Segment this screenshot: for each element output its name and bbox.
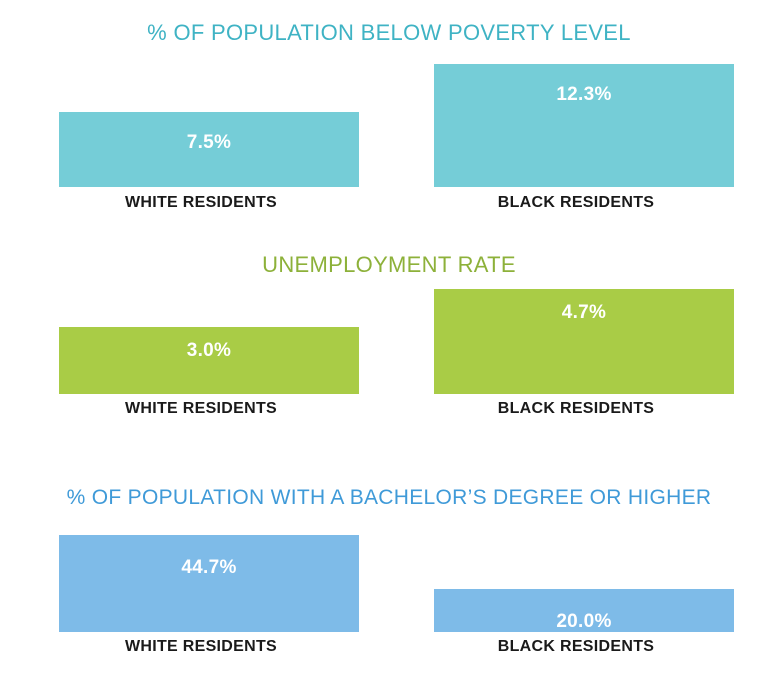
category-label: WHITE RESIDENTS	[124, 638, 278, 655]
bar-value-label: 4.7%	[561, 302, 607, 323]
bar	[434, 64, 734, 187]
bar-value-label: 7.5%	[186, 132, 232, 153]
chart-title: % OF POPULATION WITH A BACHELOR’S DEGREE…	[66, 486, 712, 509]
bar-value-label: 20.0%	[556, 611, 612, 632]
bar	[59, 112, 359, 187]
bar	[59, 327, 359, 394]
bar-value-label: 12.3%	[556, 84, 612, 105]
category-label: WHITE RESIDENTS	[124, 400, 278, 417]
category-label: WHITE RESIDENTS	[124, 194, 278, 211]
chart-title: % OF POPULATION BELOW POVERTY LEVEL	[147, 20, 631, 45]
bar	[59, 535, 359, 632]
category-label: BLACK RESIDENTS	[497, 638, 655, 655]
category-label: BLACK RESIDENTS	[497, 400, 655, 417]
bar	[434, 589, 734, 632]
chart-title: UNEMPLOYMENT RATE	[262, 252, 516, 277]
category-label: BLACK RESIDENTS	[497, 194, 655, 211]
bar-value-label: 3.0%	[186, 340, 232, 361]
bar	[434, 289, 734, 394]
bar-value-label: 44.7%	[181, 557, 237, 578]
